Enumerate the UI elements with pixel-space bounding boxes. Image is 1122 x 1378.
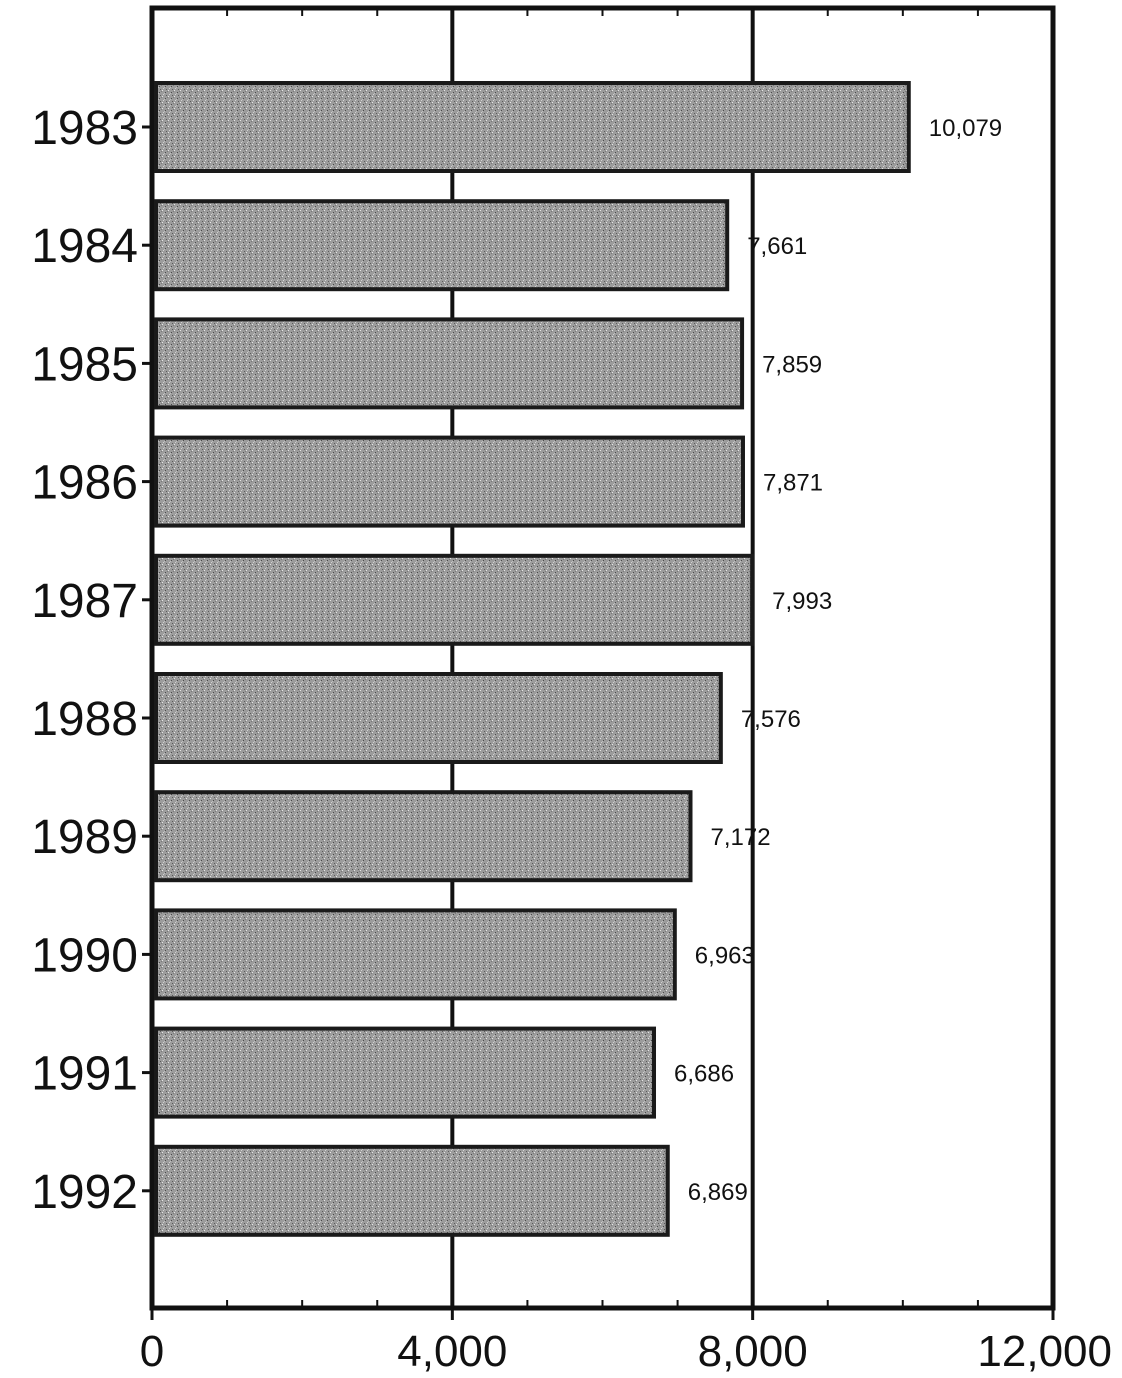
x-tick-label-3: 12,000 — [977, 1327, 1112, 1376]
category-label-1992: 1992 — [31, 1166, 138, 1219]
category-label-1983: 1983 — [31, 102, 138, 155]
x-tick-label-1: 4,000 — [397, 1327, 507, 1376]
value-label-1990: 6,963 — [695, 942, 755, 969]
bar-1990 — [154, 908, 677, 1001]
value-label-1987: 7,993 — [772, 588, 832, 615]
category-label-1991: 1991 — [31, 1048, 138, 1101]
bar-1988 — [154, 672, 723, 764]
x-tick-label-2: 8,000 — [698, 1327, 808, 1376]
category-label-1985: 1985 — [31, 338, 138, 391]
value-label-1989: 7,172 — [710, 824, 770, 851]
category-label-1987: 1987 — [31, 575, 138, 628]
bar-1992 — [154, 1144, 670, 1237]
bar-1986 — [154, 435, 745, 528]
value-label-1992: 6,869 — [688, 1179, 748, 1206]
category-label-1984: 1984 — [31, 220, 138, 273]
category-label-1989: 1989 — [31, 811, 138, 864]
bar-1985 — [154, 317, 745, 410]
category-label-1990: 1990 — [31, 929, 138, 982]
bar-1984 — [154, 199, 730, 292]
category-label-1986: 1986 — [31, 457, 138, 510]
bar-1987 — [154, 553, 755, 646]
category-label-1988: 1988 — [31, 693, 138, 746]
value-label-1984: 7,661 — [747, 233, 807, 260]
value-label-1985: 7,859 — [762, 351, 822, 378]
bar-1983 — [154, 81, 911, 173]
x-tick-label-0: 0 — [140, 1327, 164, 1376]
value-label-1991: 6,686 — [674, 1061, 734, 1088]
value-label-1988: 7,576 — [741, 706, 801, 733]
bar-1989 — [154, 790, 693, 883]
value-label-1983: 10,079 — [929, 115, 1002, 142]
bar-1991 — [154, 1026, 657, 1119]
value-label-1986: 7,871 — [763, 470, 823, 497]
